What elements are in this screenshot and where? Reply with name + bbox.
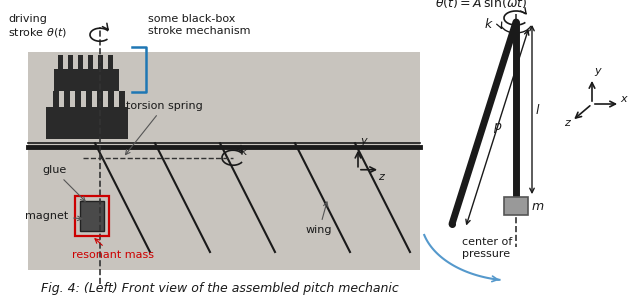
Bar [54, 69, 119, 91]
Bar [88, 55, 93, 69]
Bar [58, 55, 63, 69]
Bar [78, 55, 83, 69]
Text: wing: wing [306, 202, 333, 235]
Bar [53, 91, 59, 107]
Bar [86, 91, 92, 107]
Bar [68, 55, 73, 69]
Text: some black-box
stroke mechanism: some black-box stroke mechanism [148, 14, 250, 36]
Bar [75, 196, 109, 236]
Text: $z$: $z$ [378, 172, 386, 182]
Text: $y$: $y$ [360, 136, 369, 148]
Bar [80, 201, 104, 231]
Text: $z$: $z$ [564, 118, 572, 128]
Bar [504, 197, 528, 215]
Bar [119, 91, 125, 107]
Text: $l$: $l$ [535, 102, 540, 117]
Text: resonant mass: resonant mass [72, 239, 154, 260]
Bar [98, 55, 103, 69]
Bar [28, 52, 420, 270]
Text: center of
pressure: center of pressure [462, 237, 512, 259]
Text: Fig. 4: (Left) Front view of the assembled pitch mechanic: Fig. 4: (Left) Front view of the assembl… [41, 282, 399, 295]
Bar [75, 91, 81, 107]
Bar [97, 91, 103, 107]
Text: $k$: $k$ [240, 145, 249, 157]
Bar [46, 107, 128, 139]
Text: torsion spring: torsion spring [125, 101, 203, 155]
Text: glue: glue [42, 165, 85, 201]
Text: $y$: $y$ [594, 66, 603, 78]
Text: $x$: $x$ [620, 94, 629, 104]
Text: $k$: $k$ [484, 17, 493, 31]
Text: magnet: magnet [25, 211, 82, 221]
Bar [64, 91, 70, 107]
Bar [108, 91, 114, 107]
Text: $m$: $m$ [531, 200, 545, 213]
Text: driving
stroke $\theta(t)$: driving stroke $\theta(t)$ [8, 14, 67, 40]
Text: $\theta(t) = A\,\sin(\omega t)$: $\theta(t) = A\,\sin(\omega t)$ [435, 0, 527, 10]
Text: $p$: $p$ [493, 121, 502, 135]
Bar [108, 55, 113, 69]
